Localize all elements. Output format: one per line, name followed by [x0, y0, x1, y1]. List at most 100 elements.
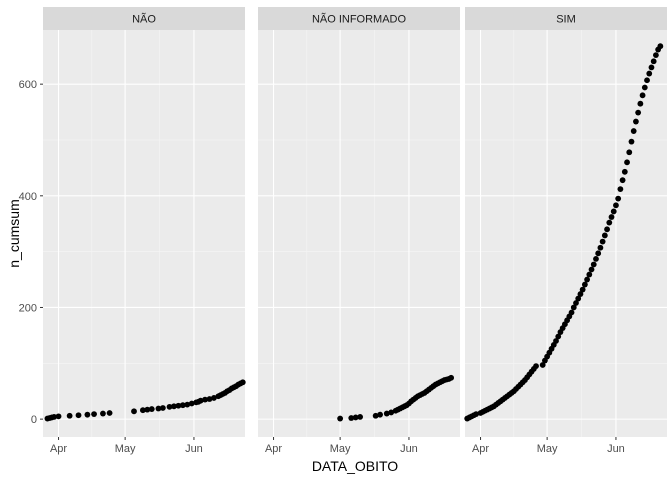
- data-point: [586, 271, 593, 278]
- x-tick-label: Apr: [50, 443, 67, 455]
- data-point: [206, 396, 213, 402]
- x-tick-label: Jun: [185, 443, 203, 455]
- data-point: [650, 58, 657, 65]
- data-point: [621, 168, 628, 175]
- data-point: [590, 261, 597, 268]
- facet-strip: [465, 7, 667, 30]
- data-point: [357, 414, 364, 420]
- data-point: [539, 362, 546, 368]
- data-point: [568, 309, 575, 316]
- facet-strip-label: SIM: [556, 14, 576, 26]
- data-point: [601, 232, 608, 239]
- x-tick-label: Apr: [265, 443, 282, 455]
- data-point: [100, 410, 106, 417]
- data-point: [144, 406, 151, 413]
- data-point: [608, 214, 615, 220]
- data-point: [595, 250, 602, 257]
- data-point: [188, 400, 195, 407]
- data-point: [159, 405, 166, 411]
- data-point: [637, 100, 644, 107]
- data-point: [624, 159, 630, 166]
- data-point: [573, 300, 579, 306]
- data-point: [597, 244, 604, 251]
- data-point: [75, 412, 82, 419]
- panel-background: [43, 30, 245, 437]
- data-point: [555, 333, 562, 340]
- data-point: [171, 403, 177, 410]
- panel-background: [258, 30, 460, 437]
- data-point: [239, 379, 246, 386]
- data-point: [619, 177, 626, 184]
- data-point: [648, 64, 655, 71]
- data-point: [657, 43, 664, 50]
- data-point: [139, 407, 146, 414]
- x-tick-label: May: [330, 443, 351, 455]
- y-axis: 0 200 400 600: [19, 79, 43, 426]
- data-point: [388, 409, 395, 416]
- data-point: [593, 256, 599, 262]
- data-point: [84, 411, 91, 418]
- data-point: [148, 406, 155, 412]
- facet-strip-label: NÃO INFORMADO: [312, 13, 407, 26]
- data-point: [106, 410, 113, 416]
- data-point: [617, 186, 624, 193]
- x-tick-label: Jun: [400, 443, 418, 455]
- data-point: [66, 412, 73, 419]
- facet-strip: [258, 7, 460, 30]
- data-point: [55, 413, 62, 420]
- y-tick-label: 0: [31, 414, 37, 426]
- x-axis-title: DATA_OBITO: [312, 458, 398, 474]
- data-point: [348, 415, 355, 421]
- y-tick-label: 200: [19, 302, 37, 314]
- data-point: [166, 403, 173, 410]
- x-tick-label: May: [537, 443, 558, 455]
- data-point: [599, 238, 606, 245]
- data-point: [197, 397, 204, 404]
- data-point: [633, 118, 639, 125]
- data-point: [352, 414, 359, 421]
- y-tick-label: 600: [19, 79, 37, 91]
- data-point: [610, 208, 617, 215]
- x-axis: Apr May Jun Apr May Jun Apr May Jun: [50, 437, 625, 455]
- facet-panel: NÃO: [43, 7, 246, 437]
- data-point: [377, 411, 383, 418]
- data-point: [179, 402, 186, 409]
- data-point: [613, 202, 619, 209]
- data-point: [577, 291, 584, 297]
- data-point: [553, 338, 559, 344]
- data-point: [202, 396, 208, 403]
- x-tick-label: Apr: [472, 443, 489, 455]
- x-tick-label: Jun: [607, 443, 625, 455]
- data-point: [473, 411, 479, 418]
- data-point: [615, 195, 622, 202]
- data-point: [91, 411, 97, 418]
- data-point: [575, 295, 582, 302]
- data-point: [584, 276, 590, 283]
- data-point: [641, 84, 648, 91]
- data-point: [635, 109, 642, 116]
- data-point: [604, 226, 610, 233]
- data-point: [533, 363, 539, 369]
- data-point: [606, 219, 613, 226]
- y-tick-label: 400: [19, 191, 37, 203]
- data-point: [131, 408, 137, 415]
- data-point: [372, 412, 379, 419]
- data-point: [579, 286, 586, 293]
- x-tick-label: May: [115, 443, 136, 455]
- data-point: [448, 374, 455, 381]
- data-point: [644, 77, 650, 84]
- data-point: [570, 304, 577, 311]
- data-point: [653, 52, 659, 59]
- data-point: [646, 70, 653, 77]
- facet-panel: NÃO INFORMADO: [258, 7, 460, 437]
- facet-panel: SIM: [464, 7, 667, 437]
- data-point: [383, 410, 390, 417]
- data-point: [588, 266, 595, 273]
- data-point: [175, 402, 182, 409]
- data-point: [626, 149, 633, 156]
- data-point: [639, 92, 646, 99]
- data-point: [155, 405, 162, 412]
- data-point: [337, 415, 344, 422]
- facet-strip-label: NÃO: [132, 13, 156, 26]
